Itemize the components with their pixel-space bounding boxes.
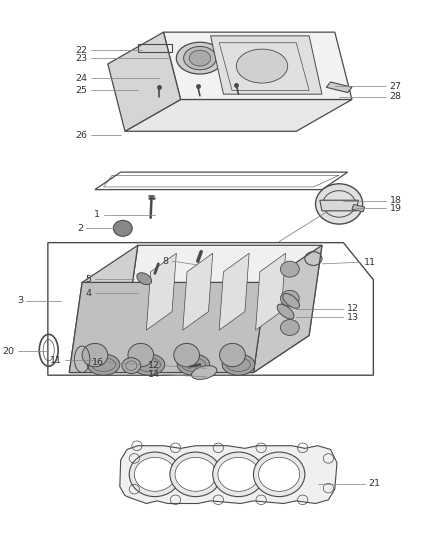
Polygon shape — [351, 205, 364, 212]
Ellipse shape — [280, 261, 299, 277]
Text: 12: 12 — [148, 361, 160, 370]
Text: 18: 18 — [389, 196, 401, 205]
Ellipse shape — [134, 457, 175, 491]
Ellipse shape — [258, 457, 299, 491]
Ellipse shape — [315, 184, 362, 224]
Text: 20: 20 — [3, 347, 14, 356]
Text: 14: 14 — [148, 370, 160, 379]
Ellipse shape — [87, 354, 120, 375]
Polygon shape — [325, 82, 351, 93]
Polygon shape — [255, 253, 285, 330]
Text: 11: 11 — [363, 258, 375, 266]
Polygon shape — [69, 282, 266, 373]
Ellipse shape — [212, 452, 264, 497]
Polygon shape — [69, 245, 138, 373]
Ellipse shape — [82, 343, 108, 367]
Ellipse shape — [176, 42, 223, 74]
Polygon shape — [146, 253, 176, 330]
Text: 8: 8 — [162, 257, 168, 265]
Polygon shape — [253, 245, 321, 373]
Text: 22: 22 — [75, 46, 87, 55]
Polygon shape — [210, 36, 321, 94]
Text: 19: 19 — [389, 204, 401, 213]
Text: 12: 12 — [346, 304, 358, 313]
Text: 1: 1 — [94, 210, 100, 219]
Text: 28: 28 — [389, 92, 401, 101]
Text: 2: 2 — [77, 224, 83, 233]
Text: 5: 5 — [85, 274, 92, 284]
Text: 13: 13 — [346, 313, 358, 322]
Text: 16: 16 — [92, 358, 104, 367]
Text: 26: 26 — [75, 131, 87, 140]
Text: 25: 25 — [75, 86, 87, 95]
Text: 3: 3 — [17, 296, 23, 305]
Ellipse shape — [132, 354, 164, 375]
Text: 27: 27 — [389, 82, 401, 91]
Text: 23: 23 — [75, 54, 87, 62]
Ellipse shape — [122, 358, 141, 374]
Ellipse shape — [129, 452, 180, 497]
Ellipse shape — [183, 46, 215, 70]
Ellipse shape — [177, 354, 209, 375]
Ellipse shape — [127, 343, 153, 367]
Polygon shape — [108, 32, 180, 131]
Ellipse shape — [222, 354, 254, 375]
Polygon shape — [125, 100, 351, 131]
Ellipse shape — [175, 457, 215, 491]
Ellipse shape — [191, 366, 216, 379]
Polygon shape — [182, 253, 212, 330]
Polygon shape — [120, 446, 336, 504]
Ellipse shape — [137, 273, 151, 285]
Text: 4: 4 — [85, 288, 92, 297]
Ellipse shape — [276, 304, 293, 319]
Ellipse shape — [113, 220, 132, 236]
Polygon shape — [219, 253, 249, 330]
Polygon shape — [319, 200, 357, 211]
Ellipse shape — [280, 319, 299, 335]
Text: 11: 11 — [49, 356, 61, 365]
Ellipse shape — [282, 294, 299, 309]
Text: 21: 21 — [367, 479, 379, 488]
Ellipse shape — [173, 343, 199, 367]
Ellipse shape — [253, 452, 304, 497]
Ellipse shape — [219, 343, 245, 367]
Ellipse shape — [189, 50, 210, 66]
Polygon shape — [125, 245, 321, 335]
Ellipse shape — [280, 290, 299, 306]
Ellipse shape — [170, 452, 221, 497]
Polygon shape — [163, 32, 351, 100]
Text: 24: 24 — [75, 74, 87, 83]
Polygon shape — [69, 335, 308, 373]
Ellipse shape — [217, 457, 258, 491]
Ellipse shape — [236, 49, 287, 83]
